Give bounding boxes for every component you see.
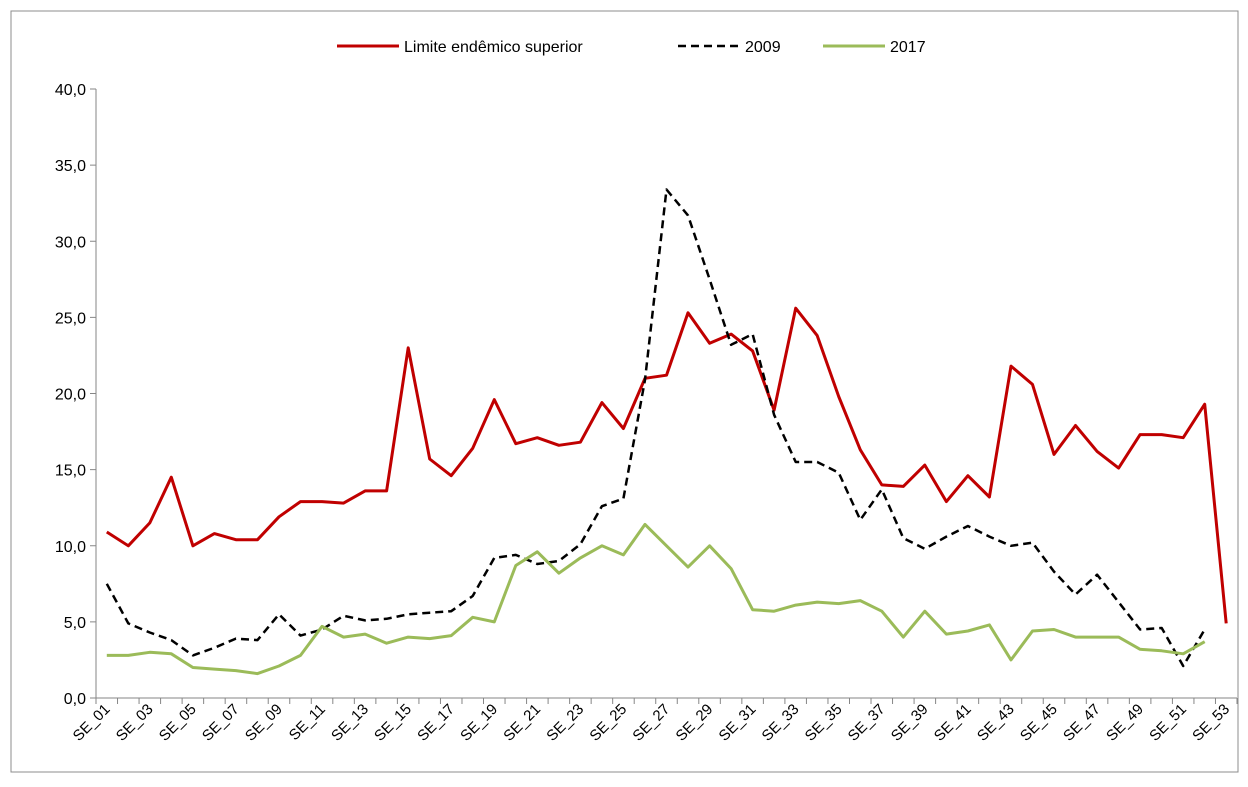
- y-tick-label: 10,0: [55, 539, 86, 556]
- legend-label-0: Limite endêmico superior: [404, 39, 583, 56]
- series-line-1: [105, 188, 1206, 668]
- series-line-2: [106, 522, 1206, 676]
- y-tick-label: 20,0: [55, 387, 86, 404]
- chart-border: [10, 10, 1239, 773]
- y-axis: 0,0 5,0 10,0 15,0 20,0 25,0 30,0 35,0 40,0: [55, 82, 97, 708]
- legend: Limite endêmico superior 2009 2017: [337, 39, 926, 56]
- y-tick-label: 5,0: [64, 615, 86, 632]
- legend-label-2: 2017: [890, 39, 926, 56]
- legend-label-1: 2009: [745, 39, 781, 56]
- y-tick-label: 40,0: [55, 82, 86, 99]
- y-tick-label: 30,0: [55, 234, 86, 251]
- y-tick-label: 35,0: [55, 158, 86, 175]
- series-layer: [105, 188, 1228, 676]
- y-tick-label: 15,0: [55, 463, 86, 480]
- y-tick-label: 0,0: [64, 691, 86, 708]
- series-line-0: [105, 306, 1228, 624]
- y-tick-label: 25,0: [55, 310, 86, 327]
